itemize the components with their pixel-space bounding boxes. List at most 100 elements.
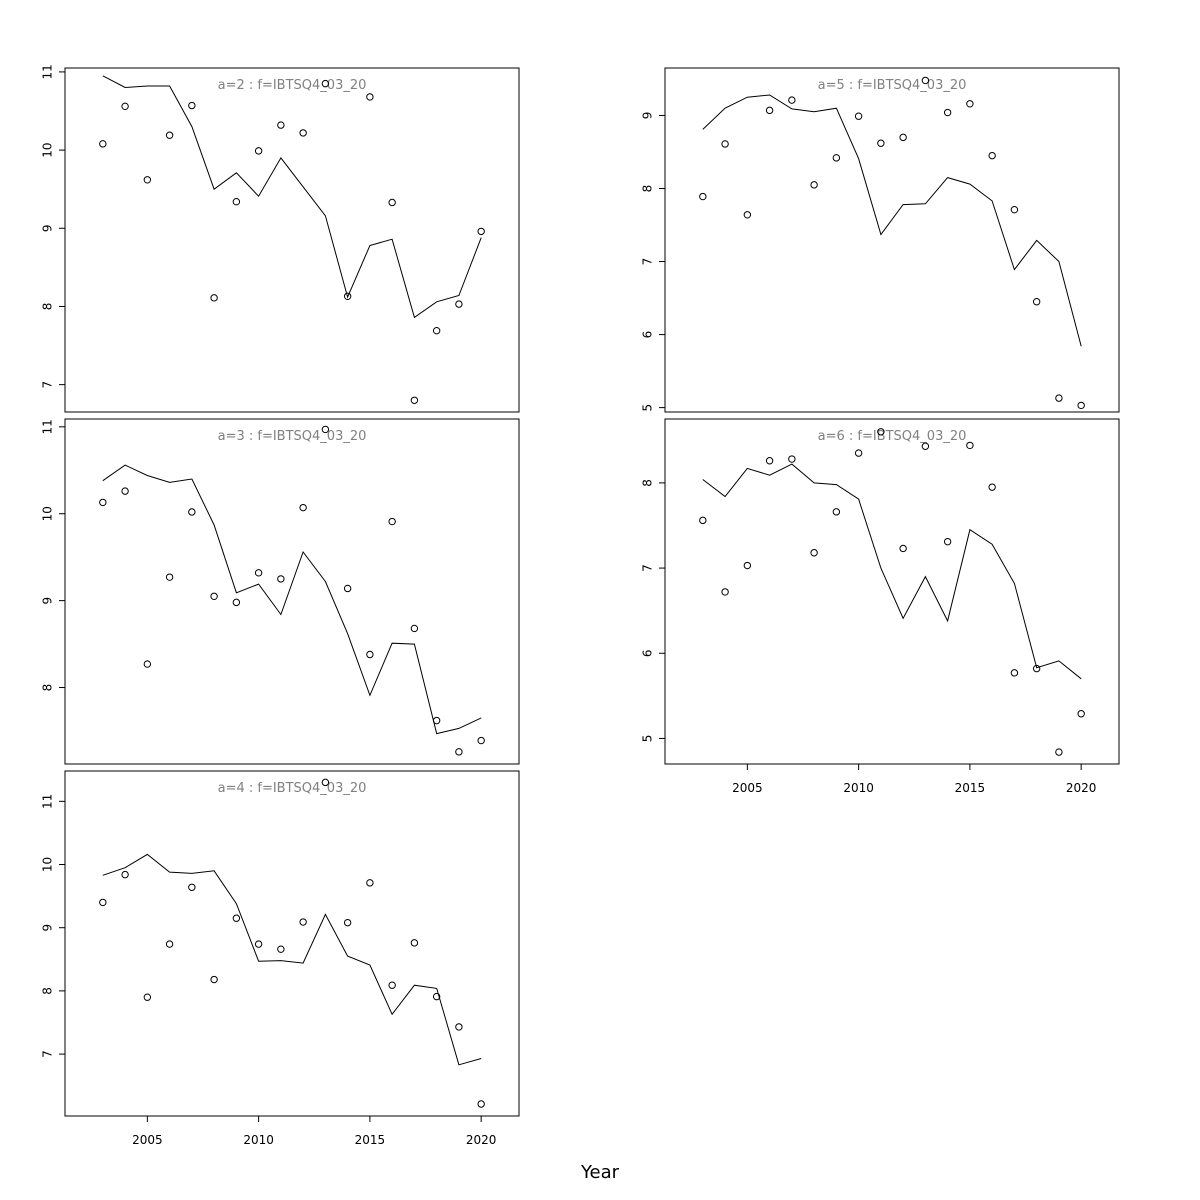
observed-point — [299, 129, 307, 137]
observed-point — [721, 588, 729, 596]
observed-point — [410, 396, 419, 404]
observed-point — [388, 981, 396, 989]
observed-point — [832, 508, 841, 516]
observed-point — [366, 650, 374, 659]
x-axis-label: Year — [580, 1162, 620, 1183]
plot-frame — [64, 770, 520, 1117]
panel-2: a=3 : f=IBTSQ4_03_20 8 9 10 11 — [41, 418, 520, 765]
y-tick-label: 6 — [641, 649, 655, 657]
observed-point — [810, 181, 818, 189]
observed-point — [388, 198, 396, 207]
observed-point — [99, 898, 107, 907]
y-tick-label: 5 — [641, 404, 655, 412]
observed-point — [943, 108, 952, 117]
observed-point — [299, 918, 307, 926]
x-tick-label: 2005 — [132, 1133, 163, 1147]
observed-point — [232, 197, 241, 206]
panel-title: a=3 : f=IBTSQ4_03_20 — [218, 429, 367, 444]
y-tick-label: 9 — [41, 924, 55, 932]
observed-point — [1055, 394, 1063, 402]
y-tick-label: 10 — [41, 857, 55, 872]
x-tick-label: 2005 — [732, 781, 763, 795]
observed-point — [277, 945, 285, 953]
y-tick-label: 7 — [41, 1050, 55, 1058]
panel-5: a=6 : f=IBTSQ4_03_20 5 6 7 8 2005 2010 2015 2020 — [641, 418, 1120, 795]
observed-point — [277, 121, 285, 129]
fitted-line — [702, 463, 1082, 680]
observed-point — [432, 992, 441, 1001]
observed-point — [765, 106, 774, 115]
observed-point — [743, 561, 752, 570]
y-tick-label: 9 — [641, 112, 655, 120]
y-tick-label: 10 — [41, 142, 55, 157]
observed-point — [165, 573, 174, 581]
observed-point — [899, 544, 907, 553]
observed-point — [366, 93, 374, 101]
observed-point — [143, 660, 152, 668]
x-tick-label: 2010 — [843, 781, 874, 795]
observed-point — [899, 133, 907, 142]
observed-point — [988, 151, 996, 160]
observed-point — [188, 883, 196, 891]
y-tick-label: 9 — [41, 224, 55, 232]
observed-point — [210, 975, 218, 984]
observed-point — [988, 483, 996, 491]
observed-point — [810, 549, 818, 557]
observed-point — [343, 918, 352, 927]
observed-point — [232, 598, 241, 607]
observed-point — [455, 300, 463, 308]
observed-point — [410, 624, 419, 633]
observed-point — [188, 508, 196, 516]
observed-point — [921, 442, 930, 450]
observed-point — [477, 1100, 485, 1108]
observed-point — [210, 294, 218, 302]
observed-point — [121, 102, 129, 111]
observed-point — [121, 870, 129, 879]
plot-frame — [64, 67, 520, 413]
observed-point — [432, 326, 441, 335]
observed-point — [1010, 205, 1019, 214]
observed-point — [99, 498, 107, 507]
observed-point — [966, 100, 974, 108]
observed-point — [877, 139, 885, 147]
y-tick-label: 5 — [641, 735, 655, 743]
observed-point — [366, 879, 374, 887]
x-tick-label: 2010 — [243, 1133, 274, 1147]
y-tick-label: 10 — [41, 506, 55, 521]
plot-frame — [664, 67, 1120, 413]
observed-point — [254, 940, 263, 948]
y-tick-label: 8 — [641, 479, 655, 487]
observed-point — [877, 428, 885, 436]
observed-point — [943, 537, 952, 546]
observed-point — [343, 292, 352, 300]
observed-point — [410, 939, 419, 947]
observed-point — [232, 914, 241, 922]
fitted-line — [102, 75, 482, 319]
observed-point — [854, 112, 863, 120]
panel-4: a=5 : f=IBTSQ4_03_20 5 6 7 8 9 — [641, 67, 1120, 413]
observed-point — [432, 716, 441, 725]
panel-3: a=4 : f=IBTSQ4_03_20 7 8 9 10 11 2005 2010 2015 2… — [41, 770, 520, 1147]
observed-point — [277, 575, 285, 583]
fitted-line — [102, 853, 482, 1066]
y-tick-label: 11 — [41, 794, 55, 809]
observed-point — [343, 584, 352, 593]
observed-point — [121, 487, 129, 495]
observed-point — [966, 441, 974, 450]
y-tick-label: 6 — [641, 331, 655, 339]
panel-title: a=6 : f=IBTSQ4_03_20 — [818, 429, 967, 444]
x-tick-label: 2015 — [955, 781, 986, 795]
observed-point — [1077, 401, 1085, 410]
observed-point — [388, 517, 396, 526]
observed-point — [477, 736, 485, 745]
y-tick-label: 11 — [41, 419, 55, 434]
fitted-line — [102, 464, 482, 735]
observed-point — [699, 192, 707, 201]
observed-point — [455, 1023, 463, 1031]
observed-point — [210, 592, 218, 600]
observed-point — [921, 76, 930, 85]
observed-point — [143, 176, 152, 184]
observed-point — [1077, 710, 1085, 718]
observed-point — [321, 79, 330, 88]
